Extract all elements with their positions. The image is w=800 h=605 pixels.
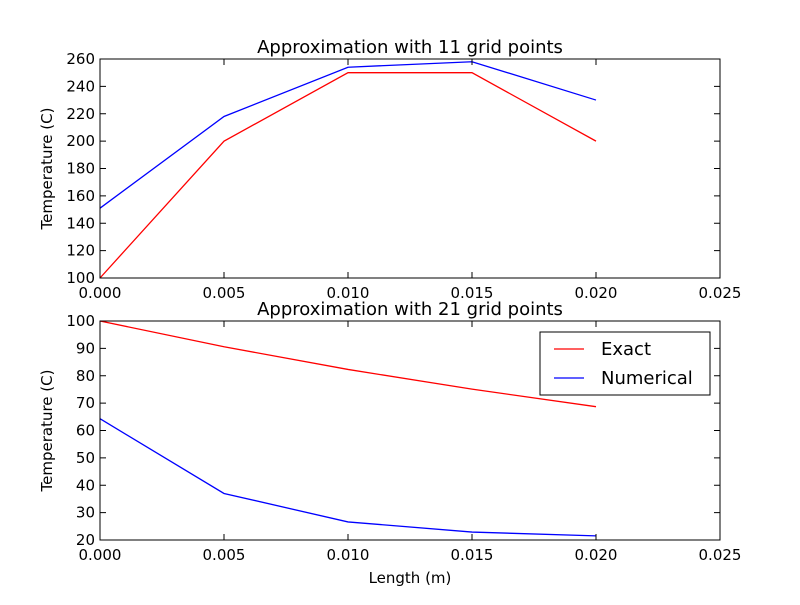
y-tick-label: 160 — [66, 187, 95, 205]
y-tick-label: 60 — [76, 422, 95, 440]
x-tick-label: 0.020 — [575, 546, 618, 564]
y-axis-label: Temperature (C) — [38, 108, 56, 231]
y-tick-label: 40 — [76, 476, 95, 494]
y-tick-label: 100 — [66, 269, 95, 287]
y-tick-label: 140 — [66, 214, 95, 232]
x-tick-label: 0.005 — [203, 284, 246, 302]
x-axis-label: Length (m) — [369, 569, 452, 587]
x-tick-label: 0.020 — [575, 284, 618, 302]
legend-label-exact: Exact — [601, 339, 651, 360]
chart-title: Approximation with 11 grid points — [257, 37, 563, 58]
x-tick-label: 0.000 — [79, 284, 122, 302]
y-tick-label: 220 — [66, 105, 95, 123]
y-tick-label: 200 — [66, 132, 95, 150]
legend-label-numerical: Numerical — [601, 368, 693, 389]
y-tick-label: 20 — [76, 531, 95, 549]
y-tick-label: 180 — [66, 160, 95, 178]
x-tick-label: 0.010 — [327, 546, 370, 564]
subplot-1: 0.000 0.005 0.010 0.015 0.020 0.025 100 120 140 1… — [38, 37, 741, 302]
y-tick-label: 240 — [66, 77, 95, 95]
x-tick-label: 0.000 — [79, 546, 122, 564]
x-tick-label: 0.015 — [451, 546, 494, 564]
series-line-numerical — [99, 418, 597, 537]
y-tick-label: 90 — [76, 339, 95, 357]
x-tick-label: 0.005 — [203, 546, 246, 564]
subplot-2: 0.000 0.005 0.010 0.015 0.020 0.025 20 30 40 50 60… — [38, 299, 741, 587]
x-tick-label: 0.025 — [699, 284, 742, 302]
series-line-exact — [99, 320, 597, 408]
series-line-series-2 — [99, 61, 597, 209]
x-tick-label: 0.025 — [699, 546, 742, 564]
x-tick-label: 0.010 — [327, 284, 370, 302]
y-tick-label: 100 — [66, 312, 95, 330]
series-line-series-1 — [99, 72, 597, 279]
chart-title: Approximation with 21 grid points — [257, 299, 563, 320]
y-tick-label: 70 — [76, 394, 95, 412]
legend-box — [539, 331, 711, 396]
y-tick-label: 260 — [66, 50, 95, 68]
legend: Exact Numerical — [539, 331, 711, 396]
y-tick-label: 120 — [66, 242, 95, 260]
y-tick-label: 80 — [76, 367, 95, 385]
y-tick-label: 30 — [76, 504, 95, 522]
x-tick-label: 0.015 — [451, 284, 494, 302]
y-axis-label: Temperature (C) — [38, 370, 56, 493]
y-tick-label: 50 — [76, 449, 95, 467]
